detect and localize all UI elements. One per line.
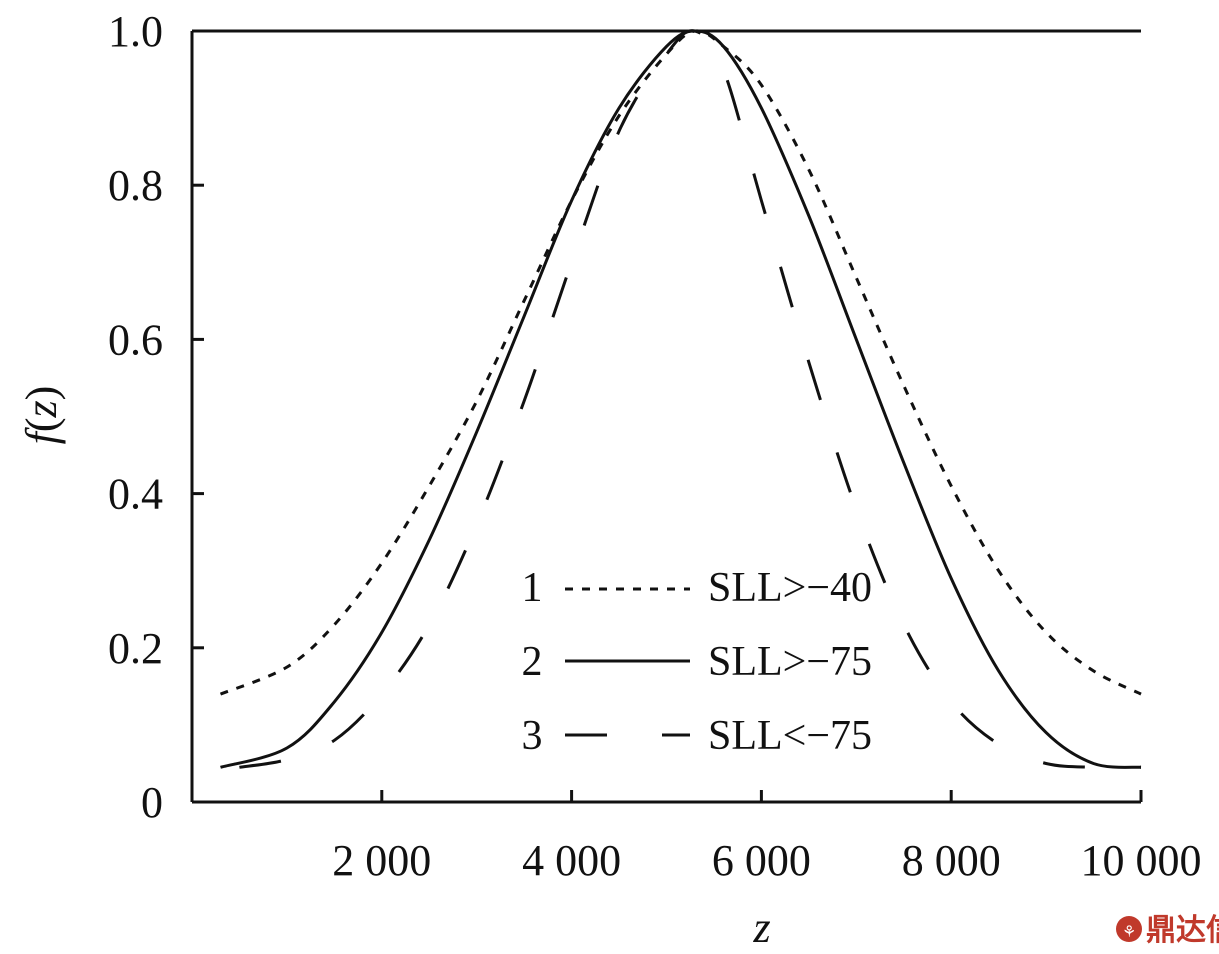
x-axis-label: z [752, 903, 770, 952]
series-line-2 [220, 29, 1142, 769]
plot-frame [190, 29, 1141, 804]
legend-entry-3: 3 SLL<−75 [522, 713, 873, 759]
y-tick-label: 0.2 [108, 624, 163, 673]
legend-entry-2: 2 SLL>−75 [522, 639, 873, 685]
x-tick-label: 8 000 [902, 836, 1001, 885]
watermark-logo-icon [1116, 916, 1142, 942]
legend-id-3: 3 [522, 713, 543, 759]
y-tick-label: 0 [141, 778, 163, 827]
x-tick-label: 6 000 [712, 836, 811, 885]
watermark: ⚘ 鼎达信 [1116, 913, 1219, 948]
y-axis-label-var: z [17, 400, 66, 418]
series-layer [219, 29, 1142, 770]
y-axis-label: f(z) [17, 386, 66, 445]
legend-id-2: 2 [522, 639, 543, 685]
y-tick-label: 1.0 [108, 7, 163, 56]
y-tick-label: 0.8 [108, 161, 163, 210]
y-axis-ticks: 0 0.2 0.4 0.6 0.8 1.0 [108, 7, 204, 827]
legend-label-1: SLL>−40 [708, 565, 872, 611]
y-axis-label-close: ) [17, 386, 66, 401]
legend: 1 SLL>−40 2 SLL>−75 3 SLL<−75 [522, 565, 873, 759]
x-axis-ticks: 2 000 4 000 6 000 8 000 10 000 [332, 790, 1202, 885]
x-tick-label: 2 000 [332, 836, 431, 885]
svg-text:f(z): f(z) [17, 386, 66, 445]
y-tick-label: 0.4 [108, 470, 163, 519]
series-line-1 [219, 29, 1142, 696]
legend-label-2: SLL>−75 [708, 639, 872, 685]
y-axis-label-open: ( [17, 417, 66, 432]
x-tick-label: 4 000 [522, 836, 621, 885]
x-tick-label: 10 000 [1081, 836, 1202, 885]
watermark-text: 鼎达信 [1146, 913, 1219, 948]
series-line-3 [239, 29, 1142, 770]
watermark-logo-glyph: ⚘ [1122, 922, 1136, 941]
legend-label-3: SLL<−75 [708, 713, 872, 759]
y-tick-label: 0.6 [108, 315, 163, 364]
legend-id-1: 1 [522, 565, 543, 611]
legend-entry-1: 1 SLL>−40 [522, 565, 873, 611]
